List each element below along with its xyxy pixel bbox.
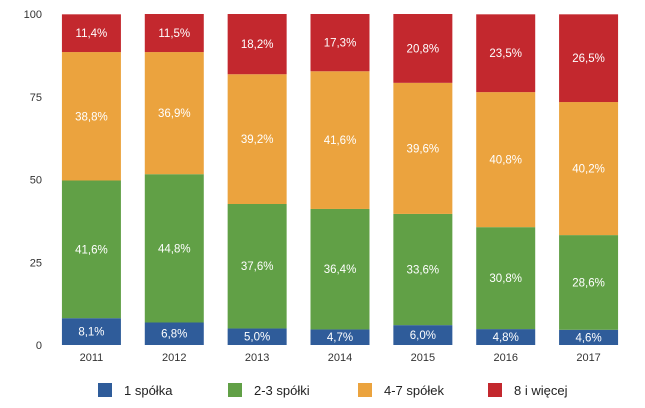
y-tick-label-0: 0 xyxy=(36,340,42,352)
x-tick-label-2014: 2014 xyxy=(328,352,352,364)
bar-2014-series-1 xyxy=(310,208,370,330)
data-label-2013-series-1: 37,6% xyxy=(241,261,274,273)
legend-label-4-7-spolek: 4-7 spółek xyxy=(384,382,444,398)
data-label-2017-series-1: 28,6% xyxy=(572,277,605,289)
bar-2012-series-2 xyxy=(144,52,204,175)
y-tick-label-100: 100 xyxy=(24,9,42,21)
x-tick-label-2011: 2011 xyxy=(80,352,104,364)
data-label-2014-series-2: 41,6% xyxy=(324,135,357,147)
data-label-2017-series-2: 40,2% xyxy=(572,164,605,176)
bar-2016-series-3 xyxy=(476,14,536,93)
y-tick-label-25: 25 xyxy=(30,257,42,269)
data-label-2014-series-1: 36,4% xyxy=(324,264,357,276)
legend: 1 spółka 2-3 spółki 4-7 spółek 8 i więce… xyxy=(0,378,645,402)
legend-swatch-2-3-spolki xyxy=(228,383,242,397)
bar-2014-series-0 xyxy=(310,329,370,345)
bar-2011-series-1 xyxy=(61,180,121,319)
bar-2016-series-1 xyxy=(476,227,536,330)
legend-label-8-i-wiecej: 8 i więcej xyxy=(514,382,568,398)
x-tick-label-2015: 2015 xyxy=(411,352,435,364)
bar-2012-series-1 xyxy=(144,174,204,323)
bar-2017-series-1 xyxy=(559,235,619,330)
legend-item-4-7-spolek: 4-7 spółek xyxy=(358,378,444,402)
x-tick-label-2012: 2012 xyxy=(162,352,186,364)
data-label-2016-series-3: 23,5% xyxy=(489,48,522,60)
bar-2017-series-0 xyxy=(559,329,619,345)
bar-2015-series-1 xyxy=(393,213,453,326)
bar-2012-series-0 xyxy=(144,322,204,345)
data-label-2016-series-2: 40,8% xyxy=(489,155,522,167)
legend-item-2-3-spolki: 2-3 spółki xyxy=(228,378,310,402)
legend-swatch-1-spolka xyxy=(98,383,112,397)
bar-2014-series-3 xyxy=(310,14,370,72)
legend-item-8-i-wiecej: 8 i więcej xyxy=(488,378,567,402)
bar-2017-series-3 xyxy=(559,14,619,103)
data-label-2013-series-2: 39,2% xyxy=(241,134,274,146)
legend-label-1-spolka: 1 spółka xyxy=(124,382,173,398)
legend-label-2-3-spolki: 2-3 spółki xyxy=(254,382,310,398)
x-tick-label-2017: 2017 xyxy=(576,352,600,364)
data-label-2017-series-3: 26,5% xyxy=(572,53,605,65)
stacked-bar-chart: 0 25 50 75 100 8,1% 41,6% 38,8% 11,4% 2011 6,8% 44,… xyxy=(24,9,619,364)
legend-item-1-spolka: 1 spółka xyxy=(98,378,172,402)
bar-2011-series-3 xyxy=(61,14,121,53)
data-label-2015-series-3: 20,8% xyxy=(407,43,440,55)
data-label-2015-series-2: 39,6% xyxy=(407,143,440,155)
data-label-2014-series-3: 17,3% xyxy=(324,38,357,50)
y-tick-label-75: 75 xyxy=(30,92,42,104)
data-label-2013-series-3: 18,2% xyxy=(241,39,274,51)
bar-2017-series-2 xyxy=(559,102,619,236)
x-tick-label-2013: 2013 xyxy=(245,352,269,364)
data-label-2016-series-1: 30,8% xyxy=(489,273,522,285)
data-label-2011-series-1: 41,6% xyxy=(75,244,108,256)
data-label-2011-series-2: 38,8% xyxy=(75,111,108,123)
data-label-2017-series-0: 4,6% xyxy=(575,332,601,344)
bar-2012-series-3 xyxy=(144,14,204,53)
legend-swatch-4-7-spolek xyxy=(358,383,372,397)
bar-2013-series-2 xyxy=(227,74,287,204)
data-label-2016-series-0: 4,8% xyxy=(493,332,519,344)
bar-2016-series-2 xyxy=(476,92,536,228)
data-label-2011-series-3: 11,4% xyxy=(76,28,108,40)
data-label-2015-series-0: 6,0% xyxy=(410,330,436,342)
bar-2011-series-0 xyxy=(61,318,121,345)
bar-2015-series-2 xyxy=(393,82,453,214)
bar-2015-series-0 xyxy=(393,325,453,345)
data-label-2012-series-3: 11,5% xyxy=(158,28,190,40)
bar-2013-series-3 xyxy=(227,14,287,75)
data-label-2013-series-0: 5,0% xyxy=(244,332,270,344)
y-tick-label-50: 50 xyxy=(30,175,42,187)
data-label-2015-series-1: 33,6% xyxy=(407,265,440,277)
data-label-2012-series-0: 6,8% xyxy=(161,329,187,341)
data-label-2012-series-1: 44,8% xyxy=(158,243,191,255)
bar-2014-series-2 xyxy=(310,71,370,209)
legend-swatch-8-i-wiecej xyxy=(488,383,502,397)
bar-2013-series-1 xyxy=(227,203,287,329)
data-label-2012-series-2: 36,9% xyxy=(158,108,191,120)
bar-2016-series-0 xyxy=(476,329,536,345)
bar-2011-series-2 xyxy=(61,52,121,181)
data-label-2011-series-0: 8,1% xyxy=(78,327,104,339)
x-tick-label-2016: 2016 xyxy=(493,352,517,364)
data-label-2014-series-0: 4,7% xyxy=(327,332,353,344)
bar-2013-series-0 xyxy=(227,328,287,345)
bar-2015-series-3 xyxy=(393,14,453,83)
